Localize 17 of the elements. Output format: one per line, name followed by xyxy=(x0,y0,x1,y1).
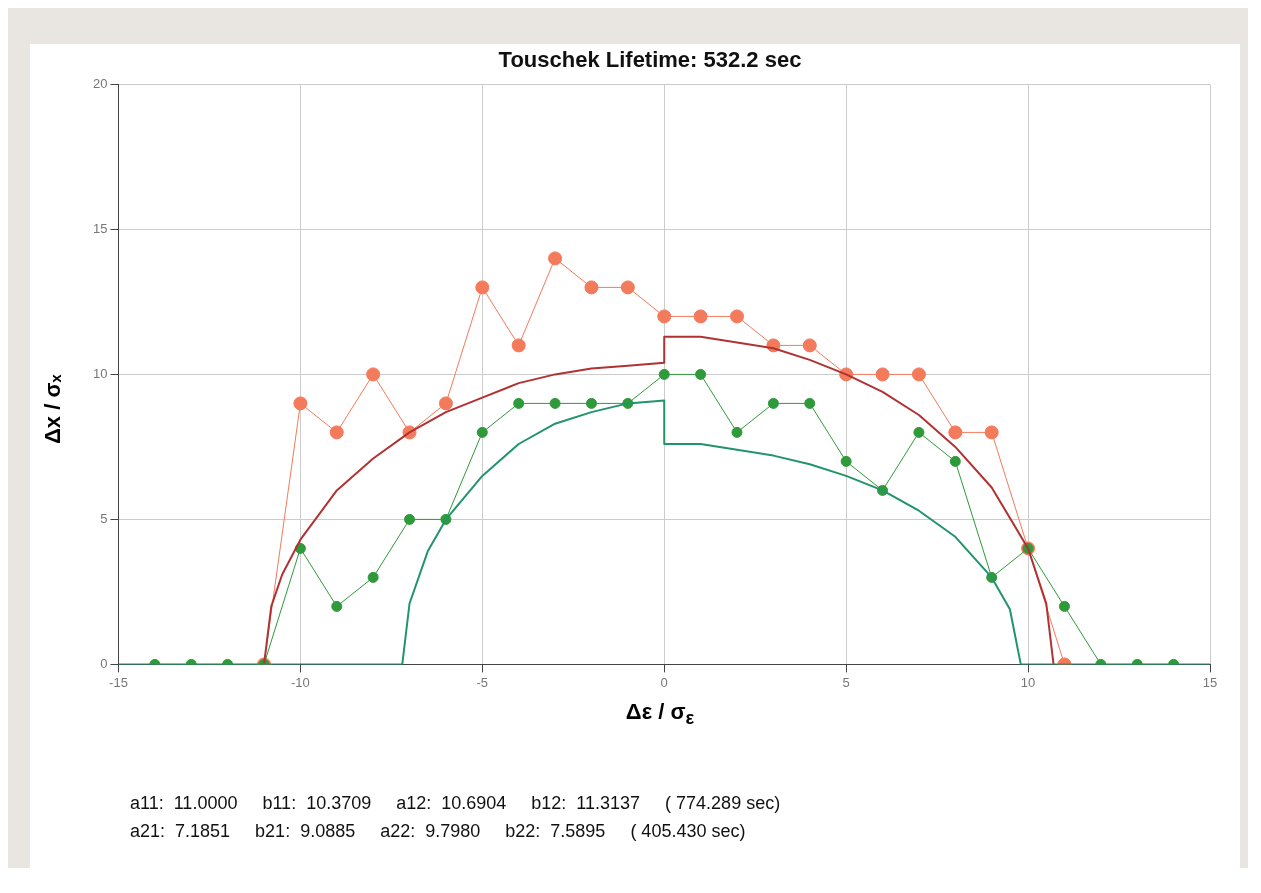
x-tick-label: 5 xyxy=(842,674,850,690)
y-tick-label: 15 xyxy=(92,220,108,236)
x-axis-title: Δε / σ$_{ε}$ xyxy=(624,699,696,730)
text: a21: 7.1851 b21: 9.0885 a22: 9.7980 b22: 7.5895 ( 405.430 sec) xyxy=(130,820,747,843)
y-axis-title: Δx / σₓ xyxy=(40,374,66,444)
x-tick-label: 0 xyxy=(660,674,668,690)
x-tick-label: -5 xyxy=(476,674,489,690)
x-tick-label: -15 xyxy=(109,674,128,690)
y-tick-label: 5 xyxy=(100,510,108,526)
y-tick-label: 0 xyxy=(100,655,108,671)
y-tick-label: 10 xyxy=(92,365,108,381)
x-tick-label: 15 xyxy=(1202,674,1218,690)
text: a11: 11.0000 b11: 10.3709 a12: 10.6904 b12: 11.3137 ( 774.289 sec) xyxy=(130,792,781,815)
x-tick-label: 10 xyxy=(1020,674,1036,690)
chart-title: Touschek Lifetime: 532.2 sec xyxy=(498,47,802,73)
y-tick-label: 20 xyxy=(92,75,108,91)
x-tick-label: -10 xyxy=(290,674,310,690)
